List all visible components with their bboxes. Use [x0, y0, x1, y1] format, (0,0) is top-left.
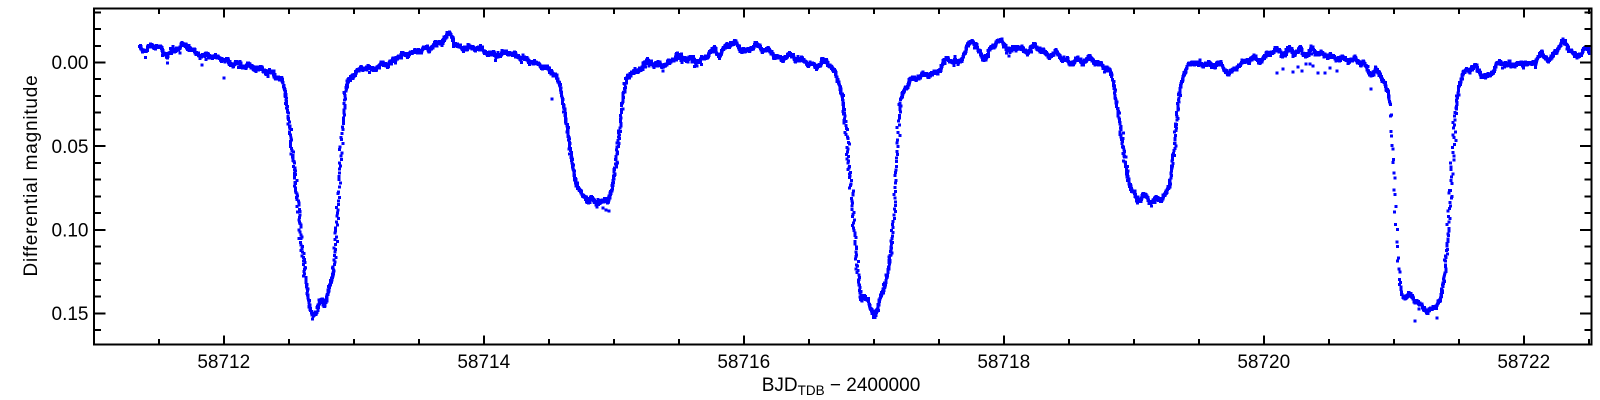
svg-text:0.10: 0.10 — [52, 221, 89, 242]
svg-text:58718: 58718 — [977, 352, 1030, 373]
svg-text:58714: 58714 — [457, 352, 510, 373]
svg-text:Differential magnitude: Differential magnitude — [21, 74, 42, 276]
svg-text:58716: 58716 — [717, 352, 770, 373]
svg-text:0.00: 0.00 — [52, 53, 89, 74]
svg-text:0.15: 0.15 — [52, 304, 89, 325]
svg-text:58712: 58712 — [197, 352, 250, 373]
svg-text:58720: 58720 — [1237, 352, 1290, 373]
svg-text:0.05: 0.05 — [52, 137, 89, 158]
svg-text:58722: 58722 — [1497, 352, 1550, 373]
svg-text:BJDTDB − 2400000: BJDTDB − 2400000 — [762, 375, 921, 398]
